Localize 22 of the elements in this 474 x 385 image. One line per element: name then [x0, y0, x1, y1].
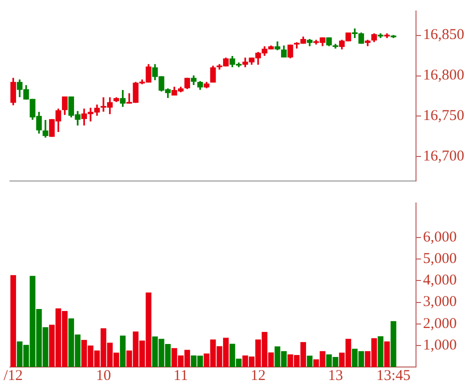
x-tick-label: 11 [174, 368, 188, 384]
bar [120, 336, 126, 367]
x-tick-label: 10 [96, 368, 111, 384]
bar [378, 336, 384, 367]
y-tick-label: 16,800 [423, 68, 464, 84]
y-tick-label: 5,000 [423, 251, 457, 268]
y-tick-label: 16,750 [423, 108, 464, 124]
y-tick-label: 6,000 [423, 229, 457, 246]
x-tick-label: 13:45 [376, 368, 411, 384]
y-tick-label: 2,000 [423, 316, 457, 332]
y-tick-label: 1,000 [423, 337, 457, 354]
bar [10, 275, 16, 367]
y-tick-label: 3,000 [423, 294, 457, 310]
y-tick-label: 16,850 [423, 27, 464, 44]
bar [306, 356, 312, 367]
x-tick-label: 13 [328, 368, 343, 384]
x-tick-label: 12 [250, 368, 266, 384]
y-tick-label: 4,000 [423, 272, 457, 289]
bar [384, 341, 390, 367]
bar [390, 321, 396, 367]
x-tick-label: /12 [4, 368, 23, 384]
y-tick-label: 16,700 [423, 148, 464, 165]
